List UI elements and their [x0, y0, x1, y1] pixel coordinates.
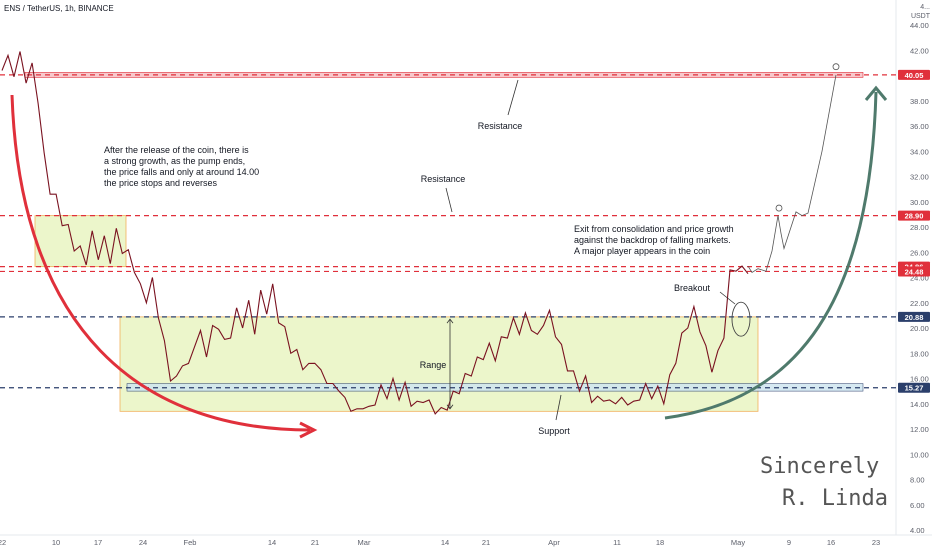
signature-line-2: R. Linda	[782, 486, 888, 511]
y-tick-label: 30.00	[910, 198, 929, 207]
x-tick-label: 11	[613, 538, 621, 547]
resistance-mid-label: Resistance	[421, 174, 466, 184]
level-price-tag-label: 24.48	[905, 267, 924, 276]
x-tick-label: Apr	[548, 538, 560, 547]
range-label: Range	[420, 360, 447, 370]
consolidation-zone-range	[119, 316, 759, 412]
y-tick-label: 34.00	[910, 147, 929, 156]
x-tick-label: Mar	[358, 538, 371, 547]
level-price-tag-label: 28.90	[905, 212, 924, 221]
intro-note-line: the price stops and reverses	[104, 178, 218, 188]
y-tick-label: 20.00	[910, 324, 929, 333]
level-price-tag	[898, 69, 930, 80]
exit-note-line: against the backdrop of falling markets.	[574, 235, 731, 245]
y-tick-label: 6.00	[910, 501, 925, 510]
projection-path	[747, 74, 837, 274]
unit-label: 4... USDT	[911, 3, 930, 21]
y-tick-label: 32.00	[910, 173, 929, 182]
x-tick-label: 21	[482, 538, 490, 547]
level-price-tag	[898, 311, 930, 322]
decline-arc-arrowhead	[299, 421, 318, 439]
level-price-tag-label: 40.05	[905, 71, 924, 80]
x-tick-label: 14	[441, 538, 449, 547]
unit-label-top: 4...	[920, 4, 930, 11]
price-series-line[interactable]	[1, 51, 749, 415]
target-marker-icon	[832, 63, 840, 71]
exit-note-line: A major player appears in the coin	[574, 246, 710, 256]
x-tick-label: 10	[52, 538, 60, 547]
intro-note-line: the price falls and only at around 14.00	[104, 167, 259, 177]
consolidation-zone-upper	[34, 215, 127, 268]
x-tick-label: 24	[139, 538, 147, 547]
x-tick-label: 9	[787, 538, 791, 547]
range-arrow-head-bottom	[446, 404, 454, 410]
level-price-tag-label: 15.27	[905, 384, 924, 393]
x-tick-label: 14	[268, 538, 276, 547]
decline-arc	[10, 94, 311, 432]
support-label: Support	[538, 426, 570, 436]
x-tick-label: 21	[311, 538, 319, 547]
y-tick-label: 14.00	[910, 400, 929, 409]
exit-note-line: Exit from consolidation and price growth	[574, 224, 734, 234]
x-tick-label: 17	[94, 538, 102, 547]
y-tick-label: 4.00	[910, 526, 925, 535]
signature-line-1: Sincerely	[760, 454, 879, 479]
y-tick-label: 22.00	[910, 299, 929, 308]
y-tick-label: 28.00	[910, 223, 929, 232]
level-price-tag	[898, 210, 930, 221]
x-tick-label: 22	[0, 538, 6, 547]
y-tick-label: 16.00	[910, 375, 929, 384]
range-arrow-head-top	[446, 318, 454, 324]
y-tick-label: 24.00	[910, 274, 929, 283]
y-tick-label: 12.00	[910, 425, 929, 434]
intro-note-line: After the release of the coin, there is	[104, 145, 249, 155]
x-tick-label: 16	[827, 538, 835, 547]
resistance-mid-arrow	[445, 187, 453, 213]
y-tick-label: 36.00	[910, 122, 929, 131]
breakout-arrow	[719, 291, 736, 305]
y-tick-label: 44.00	[910, 21, 929, 30]
y-tick-label: 8.00	[910, 476, 925, 485]
x-tick-label: Feb	[184, 538, 197, 547]
resistance-top-arrow	[507, 79, 519, 116]
x-tick-label: 23	[872, 538, 880, 547]
resistance-top-label: Resistance	[478, 121, 523, 131]
x-tick-label: 18	[656, 538, 664, 547]
chart-title: ENS / TetherUS, 1h, BINANCE	[4, 4, 114, 13]
y-tick-label: 38.00	[910, 97, 929, 106]
growth-arc-arrowhead	[864, 85, 888, 101]
x-tick-label: May	[731, 538, 745, 547]
level-price-tag	[898, 266, 930, 277]
growth-arc	[664, 91, 878, 420]
breakout-label: Breakout	[674, 283, 711, 293]
level-price-tag-label: 20.88	[905, 313, 924, 322]
target-marker-icon	[775, 204, 783, 212]
breakout-circle	[731, 301, 751, 337]
y-tick-label: 18.00	[910, 349, 929, 358]
level-price-tag	[898, 382, 930, 393]
intro-note-line: a strong growth, as the pump ends,	[104, 156, 245, 166]
support-arrow	[555, 394, 562, 421]
y-tick-label: 10.00	[910, 450, 929, 459]
y-tick-label: 26.00	[910, 248, 929, 257]
y-tick-label: 42.00	[910, 46, 929, 55]
unit-label-currency: USDT	[910, 13, 930, 20]
